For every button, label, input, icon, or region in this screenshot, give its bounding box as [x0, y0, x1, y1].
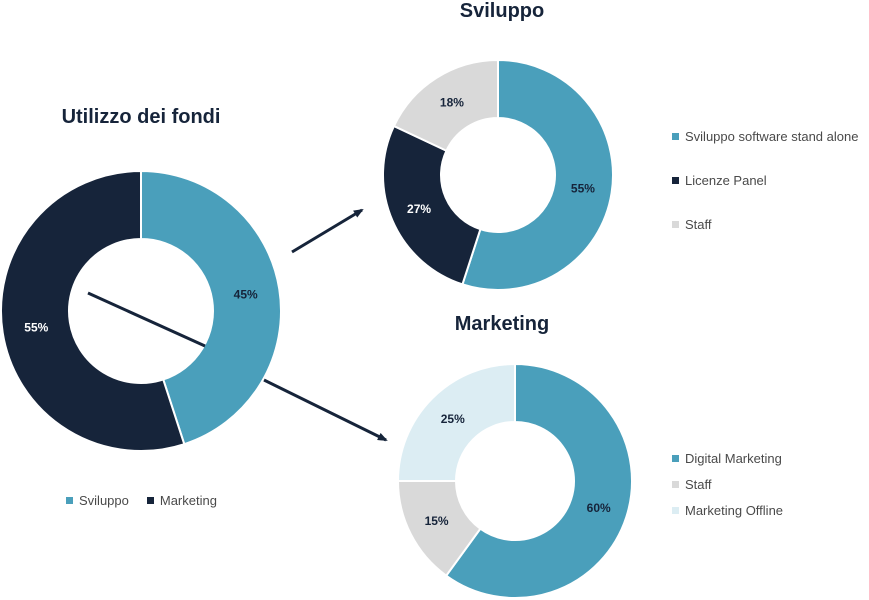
legend-swatch — [672, 220, 679, 228]
legend-item-software: Sviluppo software stand alone — [672, 114, 858, 158]
slice-data-label: 25% — [441, 412, 465, 426]
donut-utilizzo: 45% 55% — [0, 169, 282, 452]
legend-label: Marketing Offline — [685, 502, 784, 518]
legend-sviluppo: Sviluppo software stand alone Licenze Pa… — [672, 114, 858, 246]
legend-item-licenze: Licenze Panel — [672, 158, 858, 202]
legend-label: Staff — [685, 476, 712, 492]
legend-item-marketing: Marketing — [146, 493, 217, 508]
slice-marketing-offline — [396, 362, 516, 482]
donut-marketing: 60% 15% 25% — [396, 362, 633, 599]
legend-item-staff: Staff — [672, 471, 783, 497]
legend-label: Sviluppo software stand alone — [685, 128, 859, 144]
arrow-to-marketing — [263, 378, 388, 442]
legend-swatch — [672, 480, 679, 488]
slice-data-label: 45% — [234, 287, 258, 301]
legend-item-sviluppo: Sviluppo — [66, 493, 129, 508]
legend-item-digital: Digital Marketing — [672, 445, 783, 471]
legend-item-offline: Marketing Offline — [672, 497, 783, 523]
legend-item-staff: Staff — [672, 202, 858, 246]
legend-swatch — [672, 132, 679, 140]
legend-label: Digital Marketing — [685, 450, 782, 466]
donut-sviluppo: 55% 27% 18% — [382, 58, 614, 291]
slice-staff — [392, 58, 499, 153]
legend-label: Licenze Panel — [685, 172, 767, 188]
slice-data-label: 27% — [407, 202, 431, 216]
slice-data-label: 15% — [425, 514, 449, 528]
legend-marketing: Digital Marketing Staff Marketing Offlin… — [672, 445, 783, 523]
slice-data-label: 55% — [571, 181, 595, 195]
connector-line — [87, 291, 206, 348]
legend-swatch — [66, 497, 73, 504]
slice-data-label: 18% — [440, 95, 464, 109]
slice-licenze-panel — [382, 124, 482, 286]
legend-swatch — [146, 497, 154, 504]
legend-swatch — [672, 506, 679, 514]
legend-label: Marketing — [159, 493, 217, 508]
chart-title-marketing: Marketing — [454, 313, 550, 335]
chart-title-sviluppo: Sviluppo — [459, 0, 545, 22]
chart-title-utilizzo: Utilizzo dei fondi — [61, 106, 221, 128]
legend-swatch — [672, 176, 679, 184]
slice-sviluppo — [140, 169, 282, 446]
slice-marketing — [0, 169, 186, 452]
legend-label: Sviluppo — [79, 493, 129, 508]
arrow-to-sviluppo — [291, 208, 364, 254]
slice-data-label: 55% — [24, 321, 48, 335]
legend-label: Staff — [685, 216, 712, 232]
slice-data-label: 60% — [587, 501, 611, 515]
slice-sviluppo-software-stand-alone — [461, 58, 614, 291]
legend-swatch — [672, 454, 679, 462]
legend-utilizzo: Sviluppo Marketing — [66, 493, 217, 508]
slice-digital-marketing — [444, 362, 633, 599]
